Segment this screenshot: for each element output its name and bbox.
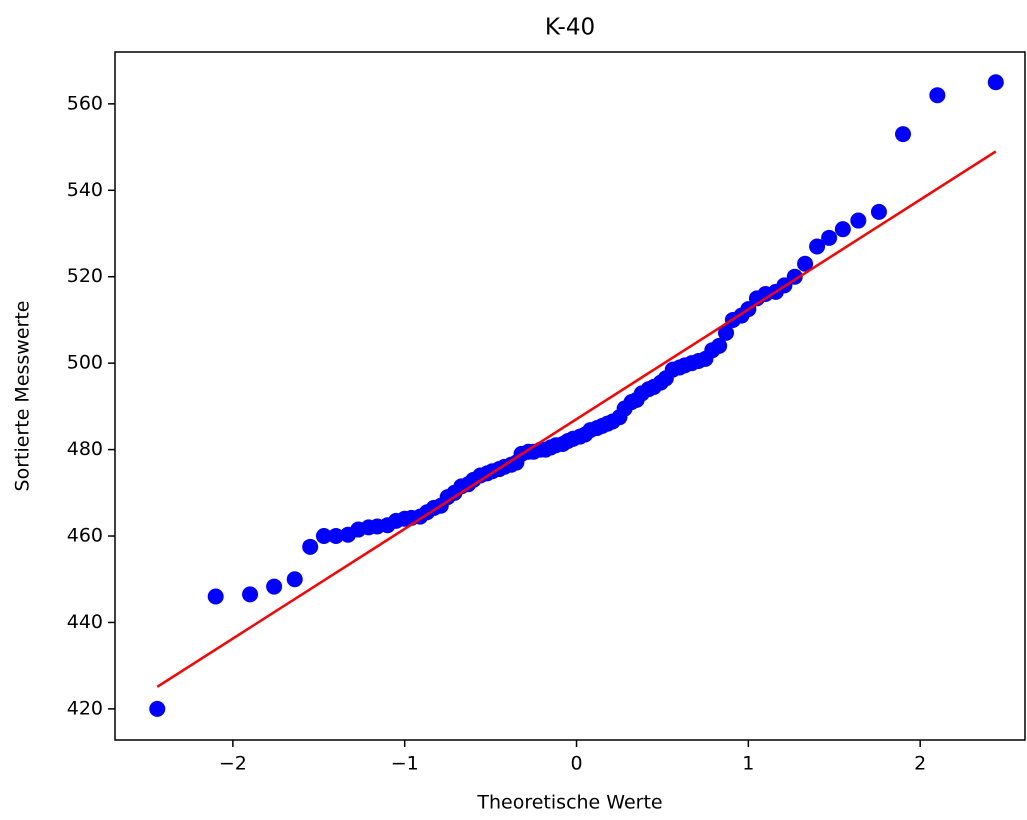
data-point: [149, 700, 166, 717]
data-point: [850, 212, 867, 229]
data-point: [327, 528, 344, 545]
y-tick-label: 520: [67, 265, 103, 287]
data-point: [207, 588, 224, 605]
data-point: [797, 255, 814, 272]
y-tick-label: 420: [67, 697, 103, 719]
x-tick-label: 0: [570, 753, 582, 775]
data-point: [870, 203, 887, 220]
data-point: [987, 74, 1004, 91]
data-point: [315, 528, 332, 545]
data-point: [834, 221, 851, 238]
y-tick-label: 500: [67, 352, 103, 374]
data-point: [895, 126, 912, 143]
x-tick-label: −2: [219, 753, 247, 775]
y-axis-label: Sortierte Messwerte: [12, 301, 34, 492]
plot-frame: [114, 51, 1026, 741]
data-point: [266, 578, 283, 595]
data-point: [718, 324, 735, 341]
x-tick-label: 1: [742, 753, 754, 775]
y-tick-label: 480: [67, 438, 103, 460]
y-tick-label: 540: [67, 179, 103, 201]
data-point: [929, 87, 946, 104]
data-point: [711, 337, 728, 354]
x-axis-label: Theoretische Werte: [476, 792, 662, 814]
data-point: [242, 586, 259, 603]
y-tick-label: 460: [67, 525, 103, 547]
x-tick-label: −1: [391, 753, 419, 775]
chart-title: K-40: [545, 15, 595, 41]
y-tick-label: 560: [67, 92, 103, 114]
data-point: [809, 238, 826, 255]
fit-line: [156, 150, 997, 688]
data-point: [786, 268, 803, 285]
data-point: [286, 571, 303, 588]
x-tick-label: 2: [914, 753, 926, 775]
data-point: [302, 538, 319, 555]
y-tick-label: 440: [67, 611, 103, 633]
data-point: [821, 229, 838, 246]
